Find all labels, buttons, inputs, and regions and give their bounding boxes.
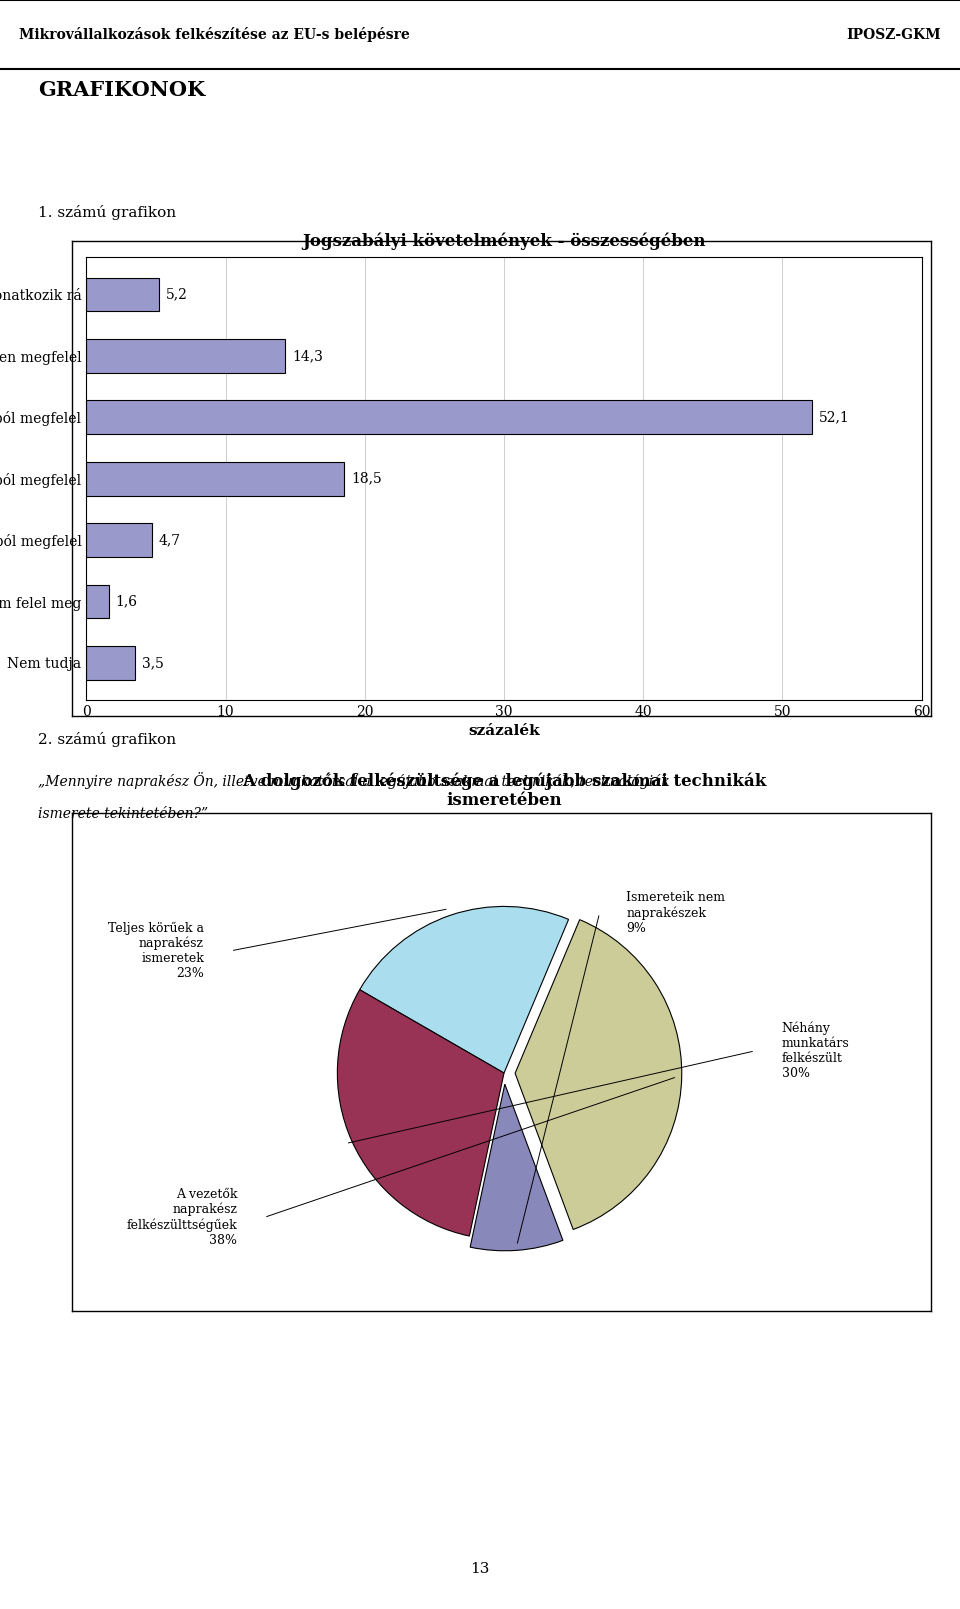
Text: 4,7: 4,7 [158,533,180,547]
Text: ismerete tekintetében?”: ismerete tekintetében?” [38,806,208,821]
Text: 52,1: 52,1 [819,410,850,425]
Bar [86,523,152,557]
Wedge shape [516,920,682,1229]
Text: 13: 13 [470,1562,490,1575]
Text: 18,5: 18,5 [350,471,382,486]
Text: 2. számú grafikon: 2. számú grafikon [38,732,177,747]
Text: „Mennyire naprakész Ön, illetve munkatársai a legújabb szakmai technikák, techno: „Mennyire naprakész Ön, illetve munkatár… [38,772,670,788]
Text: 14,3: 14,3 [293,349,324,364]
Text: 5,2: 5,2 [166,288,187,301]
Text: Mikrovállalkozások felkészítése az EU-s belépésre: Mikrovállalkozások felkészítése az EU-s … [19,27,410,42]
Text: 3,5: 3,5 [142,656,164,669]
Bar [86,339,285,373]
Wedge shape [337,990,504,1236]
Text: 1. számú grafikon: 1. számú grafikon [38,204,177,220]
Wedge shape [470,1084,563,1250]
Wedge shape [360,906,568,1073]
Text: Néhány
munkatárs
felkészült
30%: Néhány munkatárs felkészült 30% [781,1022,850,1080]
Bar [86,647,135,681]
Text: GRAFIKONOK: GRAFIKONOK [38,80,205,100]
Text: 1,6: 1,6 [115,594,137,608]
Bar [86,401,811,434]
Title: A dolgozók felkészültsége a legújabb szakmai technikák
ismeretében: A dolgozók felkészültsége a legújabb sza… [242,772,766,809]
Text: Teljes körűek a
naprakész
ismeretek
23%: Teljes körűek a naprakész ismeretek 23% [108,922,204,980]
Title: Jogszabályi követelmények - összességében: Jogszabályi követelmények - összességébe… [302,233,706,251]
Text: IPOSZ-GKM: IPOSZ-GKM [846,27,941,42]
Bar [86,278,158,311]
Text: Ismereteik nem
naprakészek
9%: Ismereteik nem naprakészek 9% [626,891,725,935]
X-axis label: százalék: százalék [468,724,540,739]
Text: A vezetők
naprakész
felkészülttségűek
38%: A vezetők naprakész felkészülttségűek 38… [127,1187,237,1247]
Bar [86,584,108,618]
Bar [86,462,344,496]
